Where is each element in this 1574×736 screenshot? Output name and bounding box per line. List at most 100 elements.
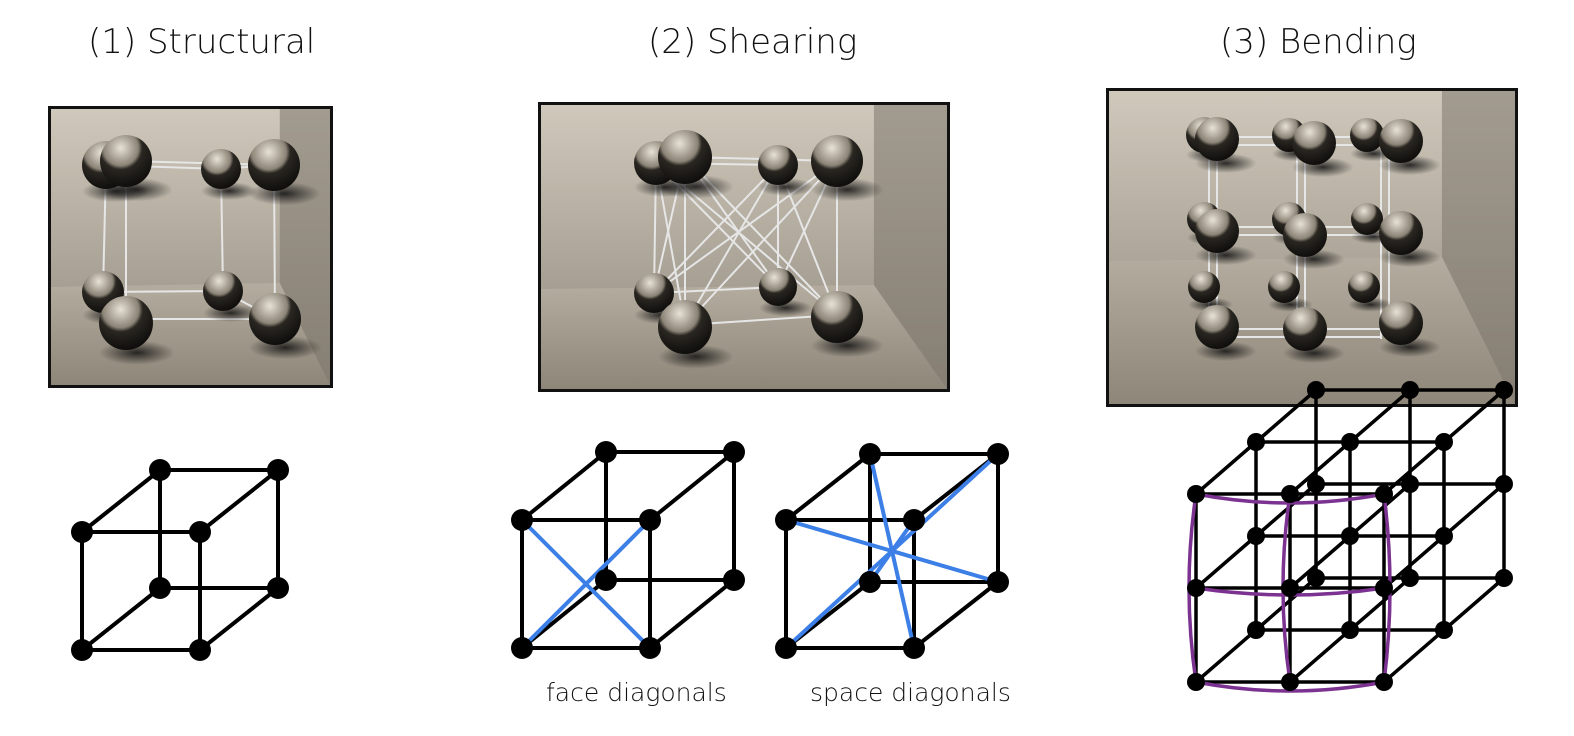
sphere <box>1379 119 1423 163</box>
cube-node <box>149 577 171 599</box>
grid-edge <box>1194 534 1258 590</box>
sphere <box>1268 271 1300 303</box>
grid-node <box>1187 673 1205 691</box>
grid-node <box>1435 527 1453 545</box>
cube-node <box>723 441 745 463</box>
title-bending: (3) Bending <box>1220 22 1417 62</box>
cube-edge <box>648 450 736 522</box>
sphere <box>811 291 863 343</box>
render-shearing-image <box>541 105 947 389</box>
grid-node <box>1495 475 1513 493</box>
grid-node <box>1435 433 1453 451</box>
cube-node <box>987 443 1009 465</box>
grid-node <box>1375 485 1393 503</box>
cube-node <box>775 509 797 531</box>
sphere <box>203 271 243 311</box>
title-shearing: (2) Shearing <box>648 22 858 62</box>
grid-node <box>1247 433 1265 451</box>
sphere <box>1379 211 1423 255</box>
cube-node <box>775 637 797 659</box>
cube-node <box>987 571 1009 593</box>
grid-node <box>1401 569 1419 587</box>
cube-node <box>149 459 171 481</box>
cube-node <box>903 509 925 531</box>
grid-node <box>1341 433 1359 451</box>
grid-node <box>1307 475 1325 493</box>
sphere <box>811 135 863 187</box>
cube-node <box>859 443 881 465</box>
cube-node <box>723 569 745 591</box>
grid-node <box>1307 381 1325 399</box>
grid-node <box>1435 621 1453 639</box>
sphere <box>1195 209 1239 253</box>
render-shearing <box>538 102 950 392</box>
grid-edge <box>1194 628 1258 684</box>
grid-node <box>1247 527 1265 545</box>
caption-face-diagonals: face diagonals <box>546 678 727 707</box>
render-bending-image <box>1109 91 1515 404</box>
sphere <box>99 296 153 350</box>
grid-node <box>1375 579 1393 597</box>
sphere <box>249 293 301 345</box>
grid-edge <box>1288 534 1352 590</box>
render-bending <box>1106 88 1518 407</box>
sphere <box>1283 213 1327 257</box>
grid-node <box>1281 485 1299 503</box>
sphere <box>658 300 712 354</box>
sphere <box>201 149 241 189</box>
cube-edge <box>80 586 162 652</box>
cube-node <box>511 637 533 659</box>
cube-edge <box>80 468 162 534</box>
grid-node <box>1307 569 1325 587</box>
grid-node <box>1187 485 1205 503</box>
cube-node <box>189 639 211 661</box>
grid-node <box>1281 579 1299 597</box>
sphere <box>1351 203 1383 235</box>
cube-node <box>267 459 289 481</box>
render-structural-image <box>51 109 330 385</box>
sphere <box>758 145 798 185</box>
cube-node <box>859 571 881 593</box>
sphere <box>248 139 300 191</box>
cube-node <box>595 441 617 463</box>
grid-node <box>1341 621 1359 639</box>
cube-edge <box>198 586 280 652</box>
sphere <box>1195 305 1239 349</box>
title-structural: (1) Structural <box>88 22 316 62</box>
cube-edge <box>784 452 872 522</box>
grid-edge <box>1442 482 1506 538</box>
grid-edge <box>1288 440 1352 496</box>
grid-edge <box>1254 388 1318 444</box>
sphere <box>1188 271 1220 303</box>
grid-edge <box>1348 576 1412 632</box>
grid-edge <box>1194 440 1258 496</box>
grid-edge <box>1348 482 1412 538</box>
grid-edge <box>1348 388 1412 444</box>
grid-edge <box>1254 482 1318 538</box>
grid-edge <box>1442 576 1506 632</box>
grid-node <box>1341 527 1359 545</box>
render-structural <box>48 106 333 388</box>
grid-node <box>1281 673 1299 691</box>
sphere <box>1379 301 1423 345</box>
spring-line <box>653 286 779 294</box>
cube-edge <box>648 578 736 650</box>
spring-line <box>653 164 779 294</box>
sphere <box>100 135 152 187</box>
grid-edge <box>1442 388 1506 444</box>
side-wall <box>873 105 947 389</box>
cube-edge <box>198 468 280 534</box>
cube-node <box>639 509 661 531</box>
side-wall <box>1441 91 1515 404</box>
sphere <box>1348 271 1380 303</box>
cube-node <box>189 521 211 543</box>
face-diagonal <box>520 518 652 650</box>
cube-node <box>903 637 925 659</box>
cube-node <box>511 509 533 531</box>
grid-node <box>1401 381 1419 399</box>
sphere <box>1350 118 1384 152</box>
caption-space-diagonals: space diagonals <box>810 678 1011 707</box>
cube-edge <box>912 580 1000 650</box>
grid-edge <box>1382 628 1446 684</box>
